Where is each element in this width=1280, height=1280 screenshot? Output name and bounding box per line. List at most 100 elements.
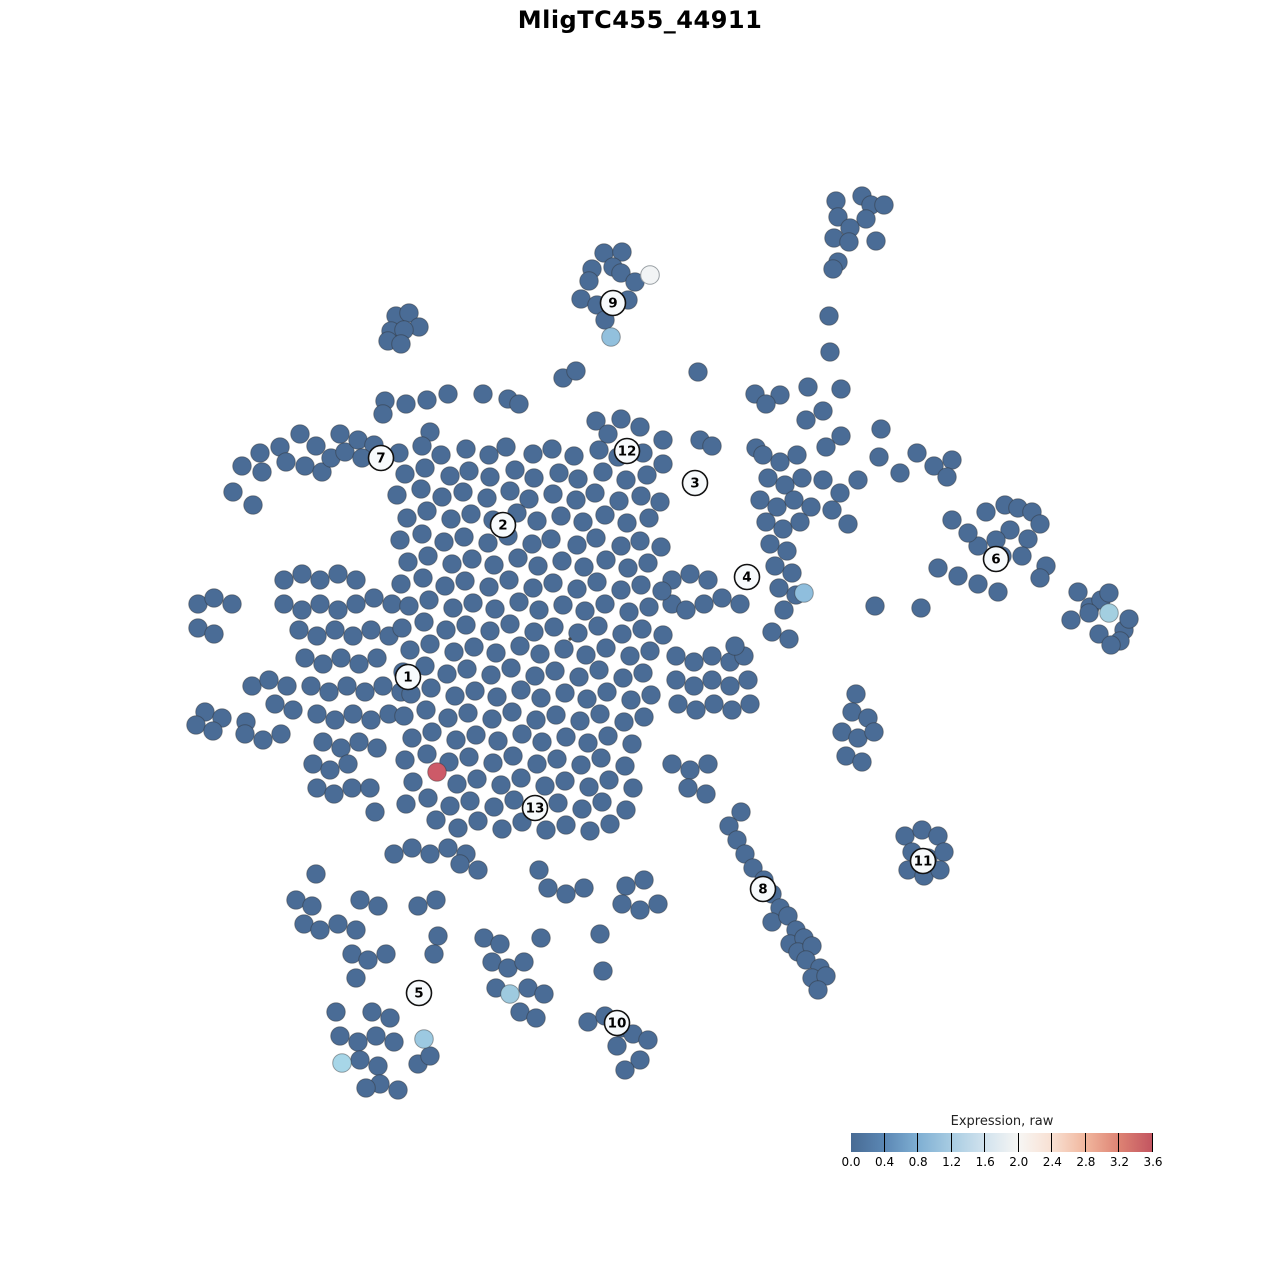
cell-point — [813, 401, 833, 421]
cell-point — [361, 710, 381, 730]
cell-point — [302, 896, 322, 916]
cell-point — [402, 838, 422, 858]
cell-point — [301, 676, 321, 696]
cluster-label-circle-12 — [613, 437, 641, 465]
cell-point — [502, 702, 522, 722]
cell-point — [524, 622, 544, 642]
cell-point — [638, 1030, 658, 1050]
cell-point — [731, 802, 751, 822]
cell-point — [330, 424, 350, 444]
cell-point — [450, 854, 470, 874]
cell-point — [395, 750, 415, 770]
cell-point — [459, 461, 479, 481]
legend-tick-label: 2.4 — [1042, 1155, 1062, 1169]
cell-point — [634, 870, 654, 890]
legend-tick-label: 0.4 — [875, 1155, 895, 1169]
cell-point — [653, 454, 673, 474]
cell-point — [477, 488, 497, 508]
cluster-label-9: 9 — [608, 296, 617, 312]
cell-point — [456, 439, 476, 459]
cluster-label-circle-5 — [405, 979, 433, 1007]
cell-point — [702, 436, 722, 456]
cell-point — [418, 788, 438, 808]
cell-point — [436, 620, 456, 640]
cell-point — [349, 732, 369, 752]
cell-point — [467, 769, 487, 789]
cell-point — [552, 551, 572, 571]
cell-point — [808, 980, 828, 1000]
cell-point — [348, 1032, 368, 1052]
legend-tick-label: 3.6 — [1143, 1155, 1163, 1169]
cell-point — [525, 666, 545, 686]
cell-point — [570, 711, 590, 731]
cell-point — [464, 637, 484, 657]
cell-point — [500, 614, 520, 634]
cell-point — [394, 706, 414, 726]
cell-point — [421, 678, 441, 698]
cell-point — [398, 552, 418, 572]
cell-point — [592, 792, 612, 812]
cell-point — [459, 747, 479, 767]
cell-point — [500, 481, 520, 501]
cell-point — [242, 676, 262, 696]
cell-point — [630, 417, 650, 437]
legend-tick-label: 3.2 — [1109, 1155, 1129, 1169]
cell-point — [463, 593, 483, 613]
cell-point — [526, 710, 546, 730]
cell-point — [869, 447, 889, 467]
cell-point — [773, 519, 793, 539]
cell-point — [441, 509, 461, 529]
cell-point — [753, 445, 773, 465]
cell-point — [566, 361, 586, 381]
cell-point — [632, 619, 652, 639]
cell-point — [544, 617, 564, 637]
cell-point — [720, 676, 740, 696]
cell-point — [599, 770, 619, 790]
cell-point — [448, 818, 468, 838]
cell-point — [576, 645, 596, 665]
cell-point — [865, 596, 885, 616]
cell-point — [958, 523, 978, 543]
cell-point — [325, 710, 345, 730]
cell-point — [514, 952, 534, 972]
cell-point — [346, 594, 366, 614]
cell-point-highlighted — [640, 265, 660, 285]
plot-title: MligTC455_44911 — [517, 6, 763, 34]
cluster-label-circle-2 — [489, 511, 517, 539]
cell-point — [253, 730, 273, 750]
cell-point — [630, 1050, 650, 1070]
cell-point — [619, 602, 639, 622]
cell-point — [364, 588, 384, 608]
cell-point — [653, 430, 673, 450]
cell-point — [616, 470, 636, 490]
cell-point — [756, 512, 776, 532]
cell-point — [414, 612, 434, 632]
cell-point — [501, 658, 521, 678]
cell-point — [758, 468, 778, 488]
cell-point — [611, 409, 631, 429]
cluster-label-8: 8 — [758, 882, 767, 898]
cell-point — [360, 778, 380, 798]
cell-point — [942, 450, 962, 470]
legend-tick-line — [1152, 1133, 1153, 1152]
cell-point — [424, 944, 444, 964]
cell-point — [412, 436, 432, 456]
legend-tick-line — [984, 1133, 986, 1152]
cell-point — [510, 636, 530, 656]
cell-point — [295, 456, 315, 476]
cluster-label-10: 10 — [608, 1016, 627, 1032]
cell-point — [948, 566, 968, 586]
cell-point — [505, 460, 525, 480]
cell-point — [548, 793, 568, 813]
cell-point-highlighted — [427, 762, 447, 782]
cell-point — [416, 700, 436, 720]
cell-point — [366, 1026, 386, 1046]
cell-point — [485, 599, 505, 619]
cell-point — [283, 700, 303, 720]
cell-point — [326, 1002, 346, 1022]
cell-point — [740, 694, 760, 714]
cell-point — [856, 209, 876, 229]
cluster-label-11: 11 — [914, 854, 933, 870]
cell-point — [482, 709, 502, 729]
cell-point — [567, 535, 587, 555]
